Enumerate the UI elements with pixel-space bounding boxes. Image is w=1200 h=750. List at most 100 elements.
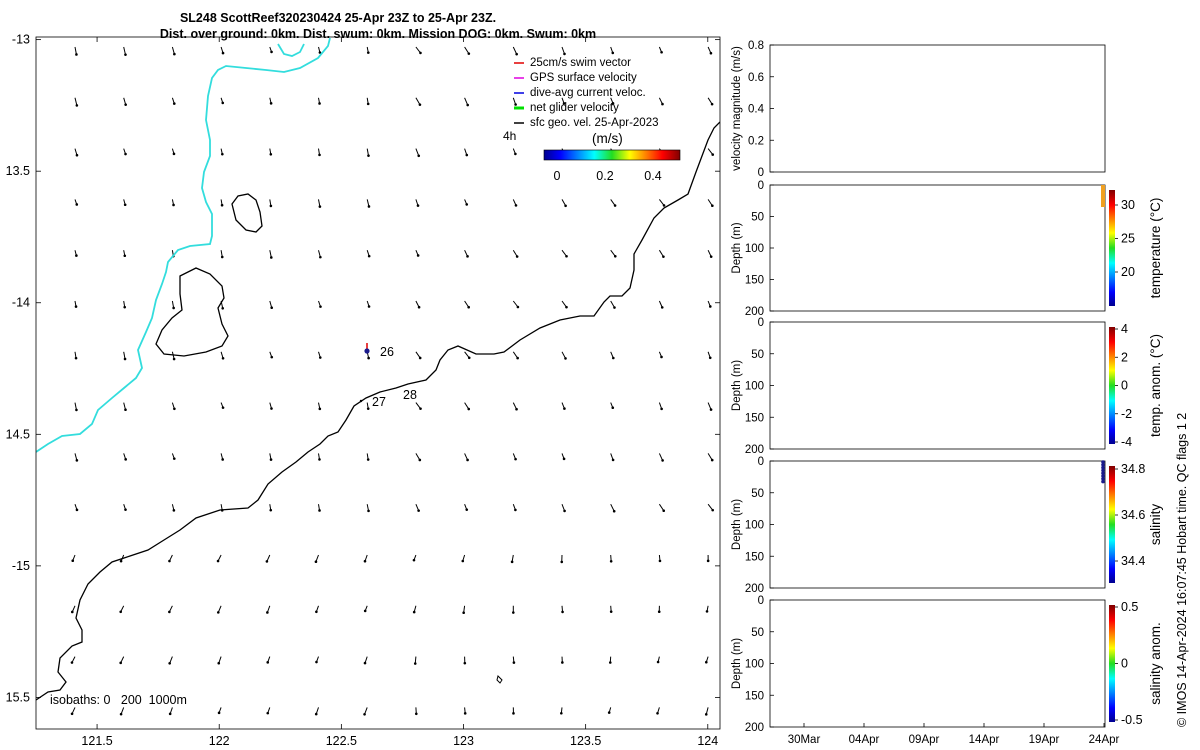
current-arrow	[707, 402, 713, 411]
current-arrow	[706, 554, 710, 563]
current-arrow	[658, 351, 663, 359]
current-arrow	[560, 707, 563, 715]
salinity-point	[1101, 474, 1105, 478]
current-arrow	[512, 97, 517, 106]
current-arrow	[74, 453, 79, 462]
panel-frame	[769, 460, 1106, 589]
map-y-tick-label-3: 14.5	[6, 427, 30, 441]
current-arrow	[512, 148, 517, 156]
current-arrow	[610, 249, 617, 258]
current-arrow	[318, 199, 322, 208]
panel-y-tick-label: 200	[745, 306, 764, 318]
current-arrow	[171, 148, 176, 156]
panel-y-tick-label: 0.8	[748, 40, 764, 52]
map-y-tick-label-0: -13	[12, 33, 30, 47]
panel-y-tick-label: 200	[745, 583, 764, 595]
current-arrow	[171, 351, 176, 361]
current-arrow	[414, 707, 418, 716]
panel-y-tick-label: 0.6	[748, 72, 764, 84]
current-arrow	[315, 656, 319, 664]
panel-x-tick-label: 24Apr	[1089, 734, 1120, 746]
current-arrow	[413, 656, 417, 665]
current-arrow	[463, 707, 467, 715]
panel-x-tick-label: 04Apr	[849, 734, 880, 746]
current-arrow	[464, 351, 471, 360]
title-line-1: SL248 ScottReef320230424 25-Apr 23Z to 2…	[180, 11, 496, 25]
current-arrow	[366, 504, 370, 513]
current-arrow	[74, 46, 78, 56]
current-arrow	[610, 503, 616, 513]
waypoint-26: 26	[380, 345, 394, 359]
current-arrow	[266, 656, 271, 664]
current-arrow	[510, 554, 514, 564]
map-colorbar-tick-1: 0.2	[596, 169, 613, 183]
map-y-tick-label-1: 13.5	[6, 164, 30, 178]
map-x-tick-label-4: 123.5	[570, 734, 601, 748]
panel-y-tick-label: 100	[745, 520, 764, 532]
current-arrow	[74, 250, 78, 257]
profile-panels: 0 0.2 0.4 0.6 0.8 velocity magnitude (m/s) 0 50…	[731, 40, 1163, 746]
current-arrow	[707, 148, 715, 156]
current-arrow	[412, 554, 417, 562]
current-arrow	[318, 402, 322, 411]
panel-y-axis-label: velocity magnitude (m/s)	[731, 46, 743, 171]
current-arrow	[269, 97, 273, 105]
current-arrow	[610, 453, 615, 462]
current-arrow	[657, 605, 661, 613]
panel-x-tick-label: 14Apr	[969, 734, 1000, 746]
current-arrow	[561, 605, 564, 614]
current-arrow	[366, 148, 370, 157]
current-arrow	[415, 453, 422, 462]
current-arrow	[74, 148, 79, 157]
current-arrow	[658, 554, 662, 563]
current-arrow	[318, 250, 322, 259]
footer-credit: © IMOS 14-Apr-2024 16:07:45 Hobart time.…	[1175, 413, 1189, 727]
current-arrow	[607, 707, 612, 714]
panel-frame	[769, 184, 1106, 312]
salinity-point	[1101, 460, 1105, 464]
current-arrow	[656, 707, 660, 715]
reef-island-1	[231, 193, 263, 233]
panel-temperature-anomaly: 0 50 100 150 200 Depth (m) 4 2 0 -2 -4 temp. anom. …	[731, 317, 1163, 456]
title-line-2: Dist. over ground: 0km. Dist. swum: 0km.…	[160, 27, 596, 41]
current-arrow	[561, 97, 566, 105]
panel-y-tick-label: 50	[751, 627, 764, 639]
current-arrow	[415, 402, 422, 410]
current-arrow	[123, 46, 127, 56]
current-arrow	[415, 504, 420, 512]
current-arrow	[168, 656, 173, 665]
current-arrow	[366, 46, 370, 54]
current-arrow	[707, 300, 712, 308]
current-arrow	[512, 656, 516, 664]
current-arrow	[463, 656, 467, 665]
current-arrow	[216, 605, 222, 614]
map-x-tick-label-1: 122	[209, 734, 230, 748]
current-arrow	[123, 351, 127, 361]
current-arrow	[462, 605, 466, 615]
panel-y-tick-label: 100	[745, 659, 764, 671]
panel-colorbar	[1109, 605, 1115, 722]
panel-colorbar	[1109, 327, 1115, 444]
current-arrow	[220, 199, 224, 207]
current-arrow	[561, 46, 566, 56]
map-colorbar-label: (m/s)	[592, 131, 623, 146]
current-arrow	[658, 453, 664, 462]
current-arrow	[217, 707, 222, 715]
map-x-axis: 121.5 122 122.5 123 123.5 124	[81, 37, 718, 748]
panel-y-tick-label: 50	[751, 488, 764, 500]
waypoint-28: 28	[403, 388, 417, 402]
current-arrow	[512, 199, 518, 207]
current-arrow	[658, 46, 663, 54]
current-arrow	[123, 504, 127, 511]
current-arrow	[512, 453, 517, 461]
panel-y-tick-label: 0	[758, 180, 764, 192]
current-arrow	[415, 148, 421, 158]
panel-y-tick-label: 100	[745, 381, 764, 393]
current-arrow	[74, 97, 79, 107]
current-arrow	[464, 504, 469, 511]
current-arrow	[609, 605, 613, 613]
current-arrow	[512, 249, 519, 258]
current-arrow	[707, 199, 714, 208]
current-arrow	[220, 97, 225, 105]
